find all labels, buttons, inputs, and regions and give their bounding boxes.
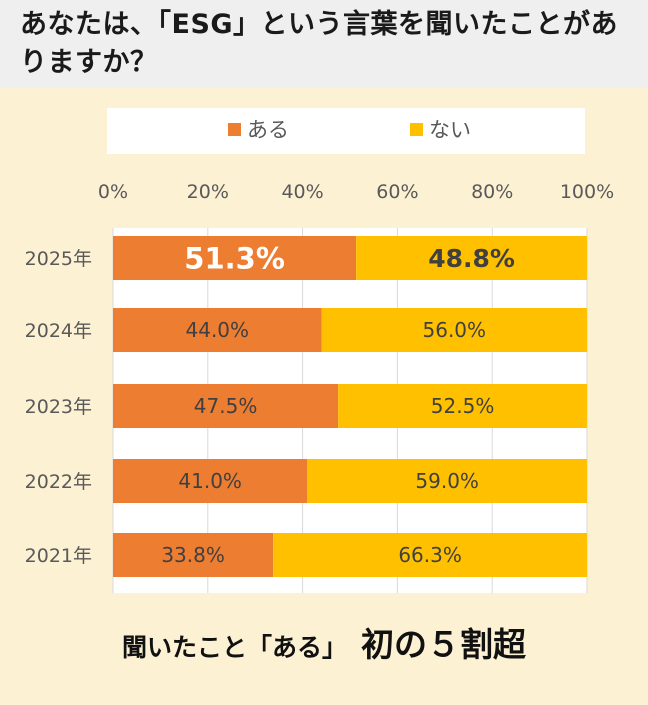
data-label-nai: 59.0% bbox=[415, 469, 479, 493]
bar-aru bbox=[113, 236, 357, 280]
bar-nai bbox=[338, 384, 587, 428]
category-label: 2025年 bbox=[25, 248, 92, 270]
bar-aru bbox=[113, 384, 339, 428]
page-title: あなたは、「ESG」という言葉を聞いたことがありますか？ bbox=[20, 9, 619, 78]
x-tick-label: 60% bbox=[376, 181, 418, 203]
bar-aru bbox=[113, 459, 308, 503]
legend-box bbox=[107, 108, 585, 154]
data-label-nai: 48.8% bbox=[428, 244, 515, 273]
data-label-nai: 52.5% bbox=[431, 394, 495, 418]
data-label-nai: 66.3% bbox=[398, 543, 462, 567]
data-label-aru: 44.0% bbox=[186, 318, 250, 342]
x-tick-label: 0% bbox=[98, 181, 128, 203]
data-label-aru: 51.3% bbox=[184, 241, 285, 275]
bar-nai bbox=[307, 459, 587, 503]
bar-nai bbox=[321, 308, 587, 352]
legend-swatch-nai bbox=[410, 123, 423, 136]
category-label: 2022年 bbox=[25, 471, 92, 493]
data-label-aru: 47.5% bbox=[194, 394, 258, 418]
x-tick-label: 20% bbox=[187, 181, 229, 203]
header-bar: あなたは、「ESG」という言葉を聞いたことがありますか？ bbox=[0, 0, 648, 88]
data-label-aru: 41.0% bbox=[178, 469, 242, 493]
bar-aru bbox=[113, 533, 274, 577]
bar-aru bbox=[113, 308, 322, 352]
stacked-bar-chart: 0% 20% 40% 60% 80% 100% ある ない 2025年 51.3% 48.8% 202… bbox=[25, 108, 614, 593]
bar-nai bbox=[356, 236, 587, 280]
legend-label-aru: ある bbox=[247, 118, 289, 142]
legend-label-nai: ない bbox=[429, 118, 471, 142]
headline-lead: 聞いたこと「ある」 bbox=[121, 633, 347, 662]
category-label: 2023年 bbox=[25, 396, 92, 418]
category-label: 2021年 bbox=[25, 545, 92, 567]
headline-main: 初の５割超 bbox=[361, 625, 526, 664]
headline-caption: 聞いたこと「ある」 初の５割超 bbox=[0, 618, 648, 666]
x-tick-label: 80% bbox=[471, 181, 513, 203]
legend-swatch-aru bbox=[228, 123, 241, 136]
data-label-aru: 33.8% bbox=[161, 543, 225, 567]
x-tick-label: 40% bbox=[281, 181, 323, 203]
data-label-nai: 56.0% bbox=[423, 318, 487, 342]
bar-nai bbox=[273, 533, 587, 577]
category-label: 2024年 bbox=[25, 320, 92, 342]
x-tick-label: 100% bbox=[560, 181, 614, 203]
